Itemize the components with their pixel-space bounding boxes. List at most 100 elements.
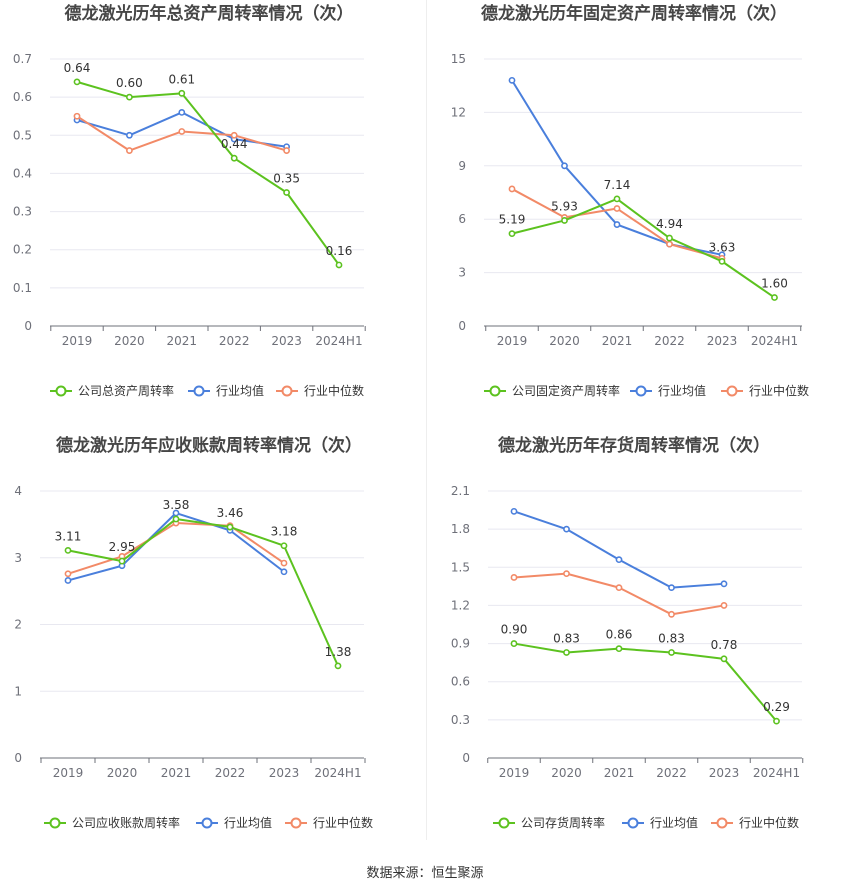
data-point-company[interactable] xyxy=(563,649,570,656)
data-label: 2.95 xyxy=(109,540,136,554)
legend-item-company[interactable]: 公司应收账款周转率 xyxy=(44,815,180,830)
x-tick-label: 2021 xyxy=(167,334,198,348)
legend-item-industry-average[interactable]: 行业均值 xyxy=(622,815,698,830)
data-point-company[interactable] xyxy=(771,294,778,301)
legend-item-industry-median[interactable]: 行业中位数 xyxy=(285,815,373,830)
data-point-company[interactable] xyxy=(125,93,133,101)
data-label: 0.64 xyxy=(64,61,91,75)
data-point-industry-average[interactable] xyxy=(508,76,516,84)
data-point-company[interactable] xyxy=(613,195,621,203)
series-line-company xyxy=(511,197,776,299)
x-tick-label: 2020 xyxy=(114,334,145,348)
data-point-company[interactable] xyxy=(230,154,238,162)
data-point-industry-average[interactable] xyxy=(178,109,186,116)
data-point-industry-median[interactable] xyxy=(613,205,621,212)
series-line-industry-average xyxy=(511,79,723,256)
legend-item-industry-average[interactable]: 行业均值 xyxy=(196,815,272,830)
legend-item-company[interactable]: 公司总资产周转率 xyxy=(50,383,174,398)
data-point-industry-average[interactable] xyxy=(510,507,518,515)
data-point-industry-average[interactable] xyxy=(613,221,621,228)
data-point-company[interactable] xyxy=(172,515,180,523)
legend-label: 行业中位数 xyxy=(739,815,799,830)
x-tick-label: 2023 xyxy=(271,334,302,348)
data-point-industry-median[interactable] xyxy=(125,147,133,154)
data-point-company[interactable] xyxy=(615,645,623,653)
data-point-industry-median[interactable] xyxy=(668,610,675,618)
data-point-industry-average[interactable] xyxy=(720,580,728,588)
data-point-industry-average[interactable] xyxy=(668,584,675,592)
data-label: 0.83 xyxy=(553,631,580,645)
x-tick-label: 2024H1 xyxy=(751,334,798,348)
legend-item-industry-average[interactable]: 行业均值 xyxy=(630,383,706,398)
y-tick-label: 2 xyxy=(14,618,22,632)
data-point-company[interactable] xyxy=(73,78,81,86)
data-point-company[interactable] xyxy=(720,655,728,663)
data-point-industry-median[interactable] xyxy=(508,185,516,193)
data-point-industry-median[interactable] xyxy=(563,570,570,578)
legend-marker-icon xyxy=(193,385,205,397)
data-point-company[interactable] xyxy=(666,234,673,242)
data-point-industry-median[interactable] xyxy=(666,240,673,248)
data-label: 0.86 xyxy=(606,628,633,642)
data-label: 1.60 xyxy=(761,277,788,291)
data-point-industry-average[interactable] xyxy=(561,162,568,170)
data-point-industry-median[interactable] xyxy=(510,574,518,581)
data-point-industry-median[interactable] xyxy=(615,584,623,592)
x-tick-label: 2020 xyxy=(549,334,580,348)
x-tick-label: 2021 xyxy=(604,766,635,780)
data-point-industry-average[interactable] xyxy=(563,525,570,533)
data-point-industry-average[interactable] xyxy=(64,577,72,584)
y-tick-label: 6 xyxy=(458,212,466,226)
data-point-industry-average[interactable] xyxy=(615,556,623,564)
data-point-industry-average[interactable] xyxy=(280,568,288,576)
data-source-footer: 数据来源：恒生聚源 xyxy=(366,866,484,881)
data-point-company[interactable] xyxy=(510,640,518,647)
data-point-company[interactable] xyxy=(226,523,234,531)
y-tick-label: 2.1 xyxy=(451,484,470,498)
data-point-industry-median[interactable] xyxy=(280,559,288,567)
y-tick-label: 0.1 xyxy=(13,281,32,295)
data-point-company[interactable] xyxy=(668,649,675,656)
y-tick-label: 0.6 xyxy=(13,90,32,104)
data-point-industry-median[interactable] xyxy=(230,131,238,139)
data-point-company[interactable] xyxy=(718,257,726,265)
data-point-industry-median[interactable] xyxy=(73,112,81,120)
data-point-company[interactable] xyxy=(64,547,72,554)
legend-item-company[interactable]: 公司固定资产周转率 xyxy=(484,383,620,398)
data-point-company[interactable] xyxy=(561,217,568,224)
chart-title: 德龙激光历年总资产周转率情况（次） xyxy=(65,3,354,24)
data-point-company[interactable] xyxy=(280,542,288,550)
data-point-industry-median[interactable] xyxy=(64,570,72,578)
data-label: 3.18 xyxy=(271,525,298,539)
data-point-industry-average[interactable] xyxy=(125,131,133,139)
legend-item-industry-median[interactable]: 行业中位数 xyxy=(711,815,799,830)
data-point-company[interactable] xyxy=(335,261,343,269)
y-tick-label: 1.8 xyxy=(451,522,470,536)
data-point-industry-average[interactable] xyxy=(172,509,180,517)
legend-label: 公司固定资产周转率 xyxy=(512,383,620,398)
legend-marker-icon xyxy=(726,385,738,397)
legend-item-industry-median[interactable]: 行业中位数 xyxy=(276,383,364,398)
x-tick-label: 2023 xyxy=(269,766,300,780)
data-point-company[interactable] xyxy=(283,189,290,196)
legend-label: 公司存货周转率 xyxy=(521,815,605,830)
legend-item-industry-median[interactable]: 行业中位数 xyxy=(721,383,809,398)
data-point-company[interactable] xyxy=(118,557,126,565)
legend-item-company[interactable]: 公司存货周转率 xyxy=(493,815,605,830)
data-point-industry-median[interactable] xyxy=(283,147,290,154)
data-point-company[interactable] xyxy=(773,717,780,725)
line-chart: 德龙激光历年固定资产周转率情况（次） 0 3 6 9 12 15 2019 2020 2021 20… xyxy=(451,3,809,398)
chart-panel-fixed-asset-turnover: 德龙激光历年固定资产周转率情况（次） 0 3 6 9 12 15 2019 2020 2021 20… xyxy=(426,0,850,420)
legend-item-industry-average[interactable]: 行业均值 xyxy=(188,383,264,398)
line-chart: 德龙激光历年总资产周转率情况（次） 0 0.1 0.2 0.3 0.4 0.5 0.6 0.7 2… xyxy=(13,3,366,398)
data-point-industry-median[interactable] xyxy=(720,602,728,609)
chart-title: 德龙激光历年应收账款周转率情况（次） xyxy=(56,435,362,456)
data-point-company[interactable] xyxy=(178,89,186,97)
data-point-company[interactable] xyxy=(334,662,342,670)
series-line-company xyxy=(67,518,339,667)
chart-panel-receivables-turnover: 德龙激光历年应收账款周转率情况（次） 0 1 2 3 4 2019 2020 2021 2022 2… xyxy=(0,432,426,852)
data-point-industry-median[interactable] xyxy=(178,128,186,135)
data-point-company[interactable] xyxy=(508,230,516,238)
y-tick-label: 4 xyxy=(14,484,22,498)
x-tick-label: 2022 xyxy=(215,766,246,780)
